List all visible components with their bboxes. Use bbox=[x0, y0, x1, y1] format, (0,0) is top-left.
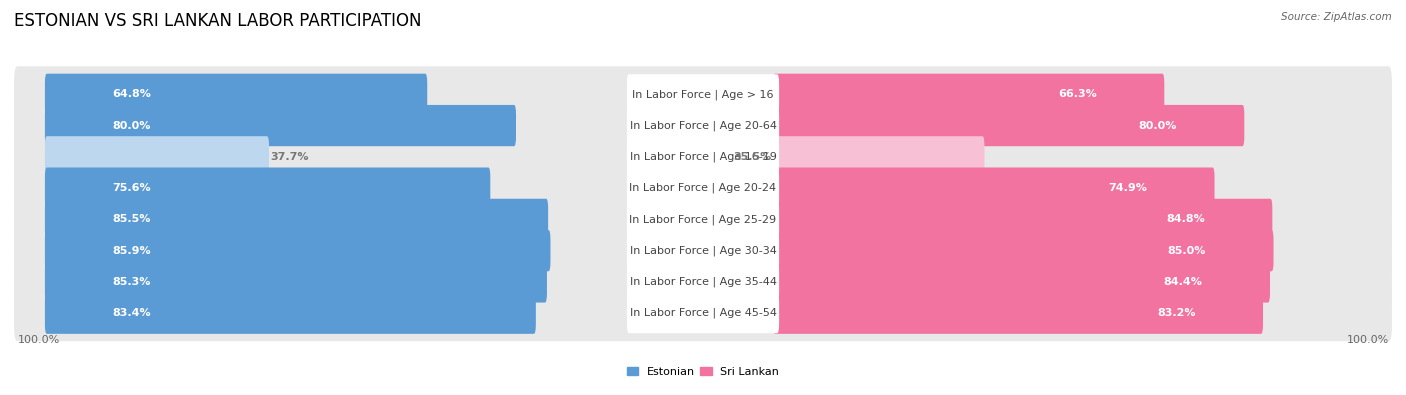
Legend: Estonian, Sri Lankan: Estonian, Sri Lankan bbox=[623, 362, 783, 381]
Text: 100.0%: 100.0% bbox=[1347, 335, 1389, 345]
Text: In Labor Force | Age 16-19: In Labor Force | Age 16-19 bbox=[630, 152, 776, 162]
Text: 85.9%: 85.9% bbox=[112, 246, 150, 256]
FancyBboxPatch shape bbox=[627, 74, 779, 114]
FancyBboxPatch shape bbox=[627, 137, 779, 177]
FancyBboxPatch shape bbox=[45, 230, 551, 271]
Text: 80.0%: 80.0% bbox=[112, 120, 150, 131]
Text: In Labor Force | Age 35-44: In Labor Force | Age 35-44 bbox=[630, 276, 776, 287]
FancyBboxPatch shape bbox=[45, 167, 491, 209]
Text: 85.0%: 85.0% bbox=[1167, 246, 1206, 256]
Text: Source: ZipAtlas.com: Source: ZipAtlas.com bbox=[1281, 12, 1392, 22]
Text: In Labor Force | Age 45-54: In Labor Force | Age 45-54 bbox=[630, 308, 776, 318]
FancyBboxPatch shape bbox=[627, 168, 779, 208]
FancyBboxPatch shape bbox=[14, 129, 1392, 185]
Text: In Labor Force | Age 20-64: In Labor Force | Age 20-64 bbox=[630, 120, 776, 131]
FancyBboxPatch shape bbox=[627, 231, 779, 271]
FancyBboxPatch shape bbox=[627, 105, 779, 146]
Text: In Labor Force | Age 20-24: In Labor Force | Age 20-24 bbox=[630, 183, 776, 194]
FancyBboxPatch shape bbox=[627, 262, 779, 302]
FancyBboxPatch shape bbox=[14, 66, 1392, 122]
Text: 100.0%: 100.0% bbox=[17, 335, 59, 345]
FancyBboxPatch shape bbox=[773, 136, 984, 177]
Text: 64.8%: 64.8% bbox=[112, 89, 152, 99]
Text: In Labor Force | Age 30-34: In Labor Force | Age 30-34 bbox=[630, 245, 776, 256]
Text: ESTONIAN VS SRI LANKAN LABOR PARTICIPATION: ESTONIAN VS SRI LANKAN LABOR PARTICIPATI… bbox=[14, 12, 422, 30]
FancyBboxPatch shape bbox=[14, 192, 1392, 247]
Text: 85.5%: 85.5% bbox=[112, 214, 150, 224]
Text: 85.3%: 85.3% bbox=[112, 277, 150, 287]
Text: 35.5%: 35.5% bbox=[734, 152, 772, 162]
Text: 83.2%: 83.2% bbox=[1157, 308, 1195, 318]
Text: 84.4%: 84.4% bbox=[1164, 277, 1202, 287]
FancyBboxPatch shape bbox=[45, 105, 516, 146]
Text: In Labor Force | Age > 16: In Labor Force | Age > 16 bbox=[633, 89, 773, 100]
FancyBboxPatch shape bbox=[45, 199, 548, 240]
FancyBboxPatch shape bbox=[14, 160, 1392, 216]
FancyBboxPatch shape bbox=[45, 293, 536, 334]
Text: In Labor Force | Age 25-29: In Labor Force | Age 25-29 bbox=[630, 214, 776, 225]
Text: 75.6%: 75.6% bbox=[112, 183, 150, 193]
FancyBboxPatch shape bbox=[773, 230, 1274, 271]
Text: 74.9%: 74.9% bbox=[1108, 183, 1147, 193]
FancyBboxPatch shape bbox=[773, 261, 1270, 303]
FancyBboxPatch shape bbox=[14, 285, 1392, 341]
Text: 37.7%: 37.7% bbox=[270, 152, 309, 162]
FancyBboxPatch shape bbox=[45, 73, 427, 115]
FancyBboxPatch shape bbox=[627, 293, 779, 333]
Text: 83.4%: 83.4% bbox=[112, 308, 150, 318]
Text: 80.0%: 80.0% bbox=[1139, 120, 1177, 131]
FancyBboxPatch shape bbox=[773, 73, 1164, 115]
FancyBboxPatch shape bbox=[627, 199, 779, 239]
FancyBboxPatch shape bbox=[773, 105, 1244, 146]
FancyBboxPatch shape bbox=[45, 136, 269, 177]
FancyBboxPatch shape bbox=[14, 223, 1392, 278]
FancyBboxPatch shape bbox=[773, 199, 1272, 240]
FancyBboxPatch shape bbox=[773, 167, 1215, 209]
FancyBboxPatch shape bbox=[773, 293, 1263, 334]
FancyBboxPatch shape bbox=[14, 98, 1392, 154]
FancyBboxPatch shape bbox=[45, 261, 547, 303]
Text: 66.3%: 66.3% bbox=[1057, 89, 1097, 99]
Text: 84.8%: 84.8% bbox=[1166, 214, 1205, 224]
FancyBboxPatch shape bbox=[14, 254, 1392, 310]
